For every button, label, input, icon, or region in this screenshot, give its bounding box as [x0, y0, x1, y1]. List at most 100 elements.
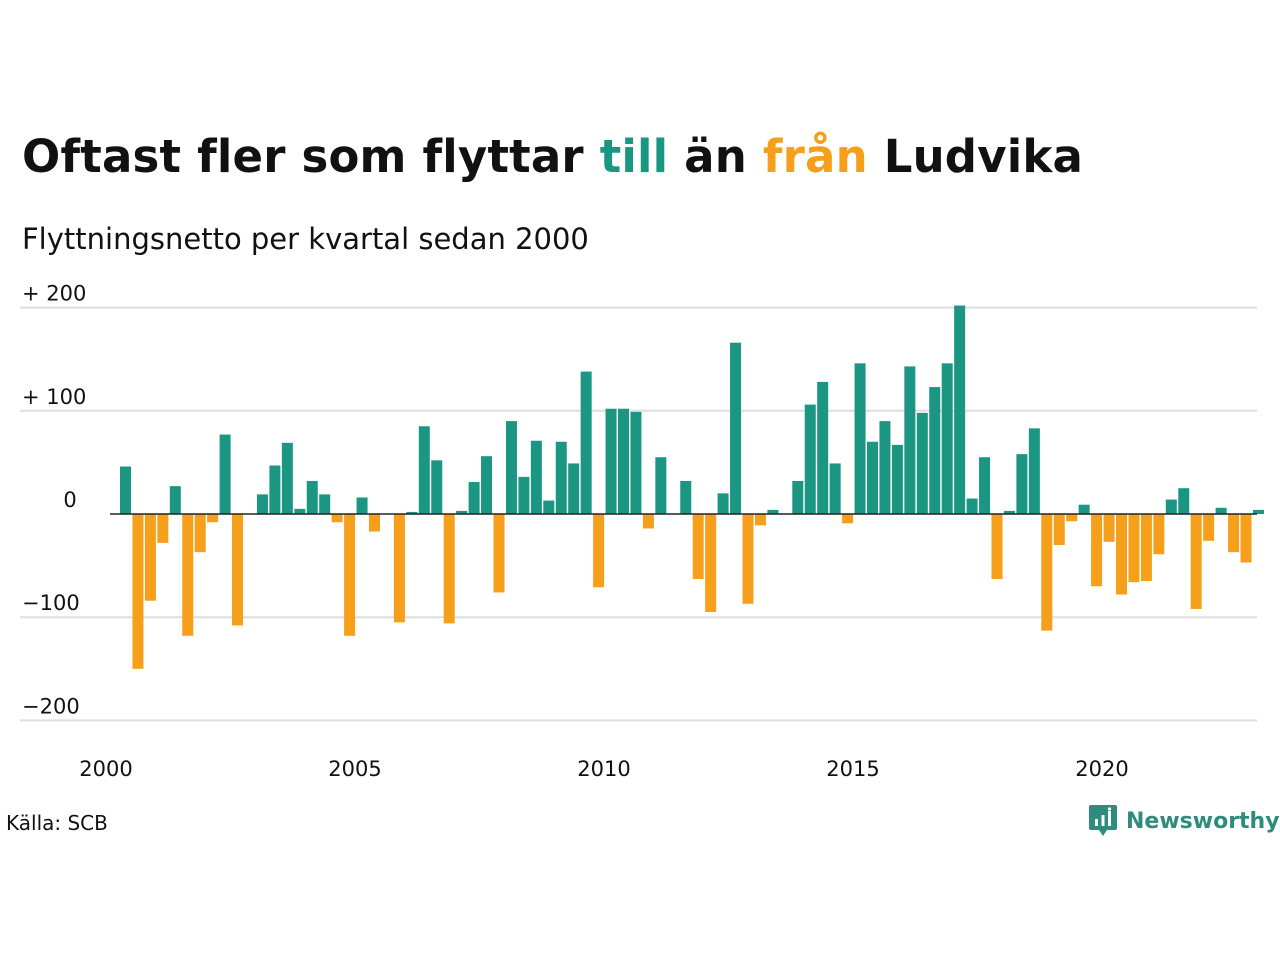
y-axis-labels: + 200 + 100 0 −100 −200: [22, 282, 86, 719]
bar: [605, 408, 617, 514]
bar: [169, 486, 181, 514]
bar: [344, 514, 356, 636]
bar: [817, 381, 829, 514]
x-tick-label: 2015: [826, 757, 879, 781]
y-tick-label: 0: [63, 488, 76, 512]
y-tick-label: −200: [22, 694, 80, 718]
bar: [331, 514, 343, 523]
bar: [1178, 488, 1190, 514]
newsworthy-logo: Newsworthy: [1088, 804, 1280, 838]
x-axis-labels: 2000 2005 2010 2015 2020: [79, 757, 1128, 781]
bar: [618, 408, 629, 514]
x-tick-label: 2000: [79, 757, 132, 781]
bar: [1228, 514, 1240, 553]
bar: [356, 497, 368, 514]
bar: [120, 466, 131, 514]
bar: [804, 404, 816, 514]
bar: [904, 366, 916, 514]
bar: [319, 494, 331, 514]
source-label: Källa: SCB: [6, 811, 108, 835]
chart-subtitle: Flyttningsnetto per kvartal sedan 2000: [22, 222, 589, 256]
bar: [256, 494, 268, 514]
bar: [481, 456, 493, 514]
bar: [655, 457, 667, 514]
bar: [1215, 507, 1227, 514]
bar: [505, 421, 517, 514]
bar: [580, 371, 592, 514]
bar: [867, 441, 878, 514]
bar: [406, 511, 418, 514]
bar: [1053, 514, 1065, 545]
bar: [418, 426, 430, 514]
bar: [294, 508, 306, 514]
bar: [767, 509, 779, 514]
bar: [954, 305, 966, 514]
bar: [842, 514, 854, 524]
bar: [393, 514, 405, 623]
y-tick-label: + 100: [22, 385, 86, 409]
newsworthy-logo-icon: [1089, 805, 1117, 836]
bar: [1078, 504, 1090, 514]
bar: [132, 514, 144, 669]
x-tick-label: 2010: [577, 757, 630, 781]
bar: [593, 514, 605, 588]
title-part1: Oftast fler som flyttar: [22, 130, 600, 183]
newsworthy-logo-text: Newsworthy: [1126, 808, 1280, 834]
bar: [692, 514, 704, 580]
bar: [369, 514, 380, 532]
chart-title: Oftast fler som flyttar till än från Lud…: [22, 132, 1083, 182]
bar: [269, 465, 281, 514]
bar: [1140, 514, 1152, 582]
bar: [568, 463, 580, 514]
y-tick-label: −100: [22, 591, 80, 615]
bar: [680, 480, 692, 514]
bar: [219, 434, 231, 514]
title-part2: än: [668, 130, 763, 183]
bar: [518, 476, 530, 514]
x-tick-label: 2020: [1075, 757, 1128, 781]
x-tick-label: 2005: [328, 757, 381, 781]
bar: [979, 457, 991, 514]
bar: [182, 514, 194, 636]
bar: [555, 441, 567, 514]
bar: [1240, 514, 1252, 563]
y-tick-label: + 200: [22, 282, 86, 306]
bar: [630, 411, 642, 514]
bar: [891, 444, 903, 514]
bar: [916, 412, 928, 514]
bar: [1028, 428, 1040, 514]
bar: [1091, 514, 1103, 587]
bar: [232, 514, 244, 626]
bar: [157, 514, 169, 543]
bar: [730, 342, 742, 514]
bar: [941, 363, 953, 514]
bar: [705, 514, 717, 613]
bar: [1116, 514, 1127, 595]
bars: [120, 305, 1264, 669]
title-part3: Ludvika: [867, 130, 1084, 183]
bar: [642, 514, 654, 529]
bar: [468, 482, 480, 514]
bar: [966, 498, 978, 514]
bar: [144, 514, 156, 601]
bar: [1190, 514, 1202, 609]
bar: [754, 514, 766, 526]
bar: [991, 514, 1003, 580]
bar: [306, 480, 318, 514]
bar: [879, 421, 891, 514]
bar: [717, 493, 729, 514]
bar: [530, 440, 542, 514]
bar: [1165, 499, 1177, 514]
bar: [929, 387, 941, 514]
bar: [1016, 454, 1028, 514]
bar: [1066, 514, 1078, 522]
bar: [456, 510, 468, 514]
bar: [1003, 510, 1015, 514]
bar: [829, 463, 841, 514]
bar: [742, 514, 754, 604]
bar: [792, 480, 804, 514]
bar: [854, 363, 866, 514]
bar: [1041, 514, 1053, 631]
bar: [493, 514, 505, 593]
